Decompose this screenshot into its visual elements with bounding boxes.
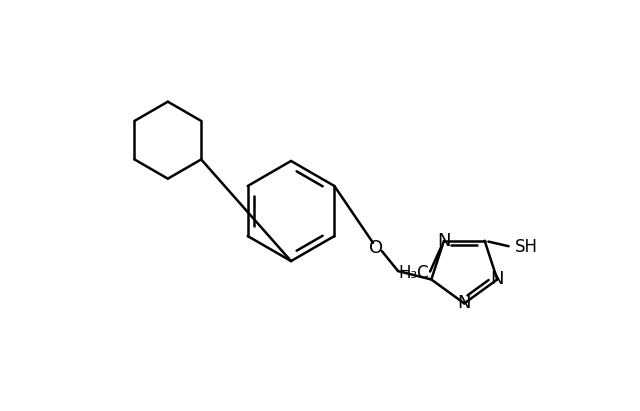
Text: SH: SH — [515, 238, 538, 256]
Text: N: N — [490, 270, 504, 289]
Text: O: O — [369, 239, 383, 257]
Text: H₃C: H₃C — [398, 264, 429, 282]
Text: N: N — [458, 294, 471, 312]
Text: N: N — [437, 232, 451, 250]
